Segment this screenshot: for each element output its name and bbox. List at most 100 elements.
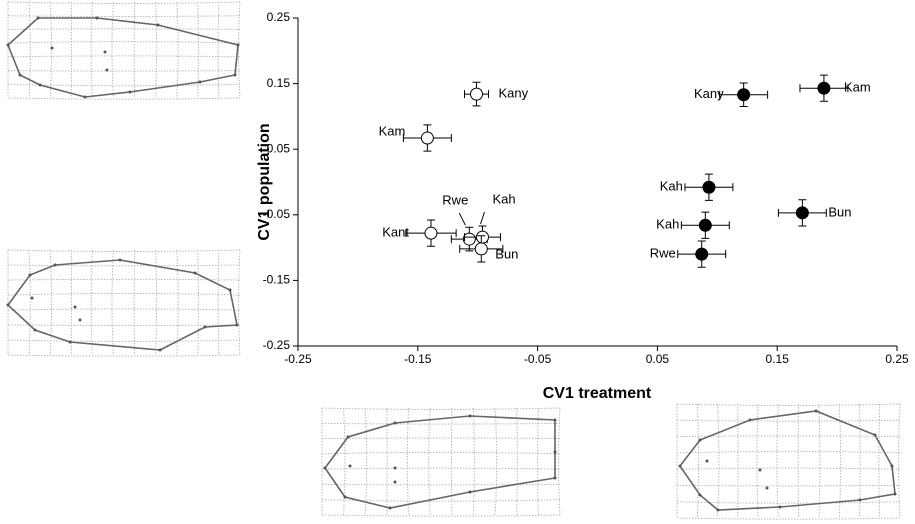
label-leader — [480, 211, 485, 225]
landmark — [103, 50, 107, 54]
landmark — [68, 340, 72, 344]
x-tick-label: 0.25 — [885, 352, 909, 366]
grid-warp-line — [217, 1, 220, 99]
point — [698, 218, 712, 232]
point — [424, 226, 438, 240]
y-tick-label: 0.05 — [267, 141, 291, 155]
grid-warp-line — [7, 41, 241, 44]
grid-warp-line — [7, 249, 241, 252]
landmark — [128, 90, 132, 94]
point — [420, 131, 434, 145]
grid-warp-line — [7, 339, 241, 342]
landmark — [468, 414, 472, 418]
landmark — [346, 435, 350, 439]
landmark — [33, 328, 37, 332]
landmark — [814, 409, 818, 413]
landmark — [158, 348, 162, 352]
point — [795, 206, 809, 220]
grid-warp-line — [7, 15, 241, 18]
grid-warp-line — [7, 293, 241, 296]
landmark — [228, 288, 232, 292]
landmark — [778, 505, 782, 509]
grid-warp-line — [176, 1, 179, 99]
grid-warp-line — [7, 264, 241, 267]
grid-warp-line — [676, 517, 901, 520]
grid-warp-line — [756, 403, 759, 519]
landmark — [468, 490, 472, 494]
grid-warp-line — [90, 1, 93, 99]
shape-outline — [6, 259, 238, 351]
point — [475, 230, 489, 244]
landmark — [105, 68, 109, 72]
grid-warp-line — [676, 435, 901, 438]
y-axis-title: CV1 population — [256, 123, 273, 240]
landmark — [698, 438, 702, 442]
landmark — [6, 43, 10, 47]
landmark — [236, 43, 240, 47]
point — [737, 88, 751, 102]
grid-warp-line — [898, 403, 901, 519]
grid-warp-line — [7, 308, 241, 311]
landmark — [393, 421, 397, 425]
landmark — [748, 418, 752, 422]
grid-warp-line — [676, 450, 901, 454]
error-bars — [677, 240, 727, 268]
landmark — [553, 450, 557, 454]
point-label: Rwe — [650, 246, 676, 261]
grid-warp-line — [197, 1, 199, 99]
grid-warp-line — [238, 249, 241, 356]
landmark — [388, 506, 392, 510]
point-label: Kant — [382, 225, 409, 240]
landmark — [393, 480, 397, 484]
landmark — [235, 323, 239, 327]
grid-warp-line — [7, 278, 241, 281]
landmark — [28, 273, 32, 277]
grid-warp-line — [717, 403, 720, 519]
grid-warp-line — [155, 1, 158, 99]
landmark — [198, 80, 202, 84]
deformation-grid — [6, 249, 241, 357]
grid-warp-line — [676, 467, 901, 470]
landmark — [193, 271, 197, 275]
grid-warp-line — [818, 403, 821, 519]
point — [817, 81, 831, 95]
point-label: Kah — [492, 192, 515, 207]
grid-warp-line — [676, 419, 901, 422]
grid-warp-line — [558, 407, 561, 516]
landmark — [893, 492, 897, 496]
grid-warp-line — [676, 403, 901, 406]
landmark — [203, 325, 207, 329]
grid-warp-line — [28, 1, 31, 99]
landmark — [18, 73, 22, 77]
grid-warp-line — [406, 407, 410, 516]
landmark — [118, 258, 122, 262]
shape-outline — [7, 17, 239, 98]
landmark — [393, 466, 397, 470]
point — [470, 87, 484, 101]
x-tick-label: 0.15 — [766, 352, 790, 366]
grid-warp-line — [696, 403, 700, 519]
landmark — [6, 303, 10, 307]
x-axis-title: CV1 treatment — [543, 385, 652, 402]
landmark — [73, 305, 77, 309]
grid-warp-line — [28, 249, 31, 356]
landmark — [758, 468, 762, 472]
x-tick-label: -0.15 — [404, 352, 432, 366]
grid-warp-line — [676, 501, 901, 504]
grid-warp-line — [321, 499, 561, 502]
y-tick-label: -0.25 — [263, 338, 291, 352]
grid-warp-line — [155, 249, 158, 356]
landmark — [553, 418, 557, 422]
grid-warp-line — [7, 55, 241, 58]
grid-warp-line — [7, 1, 241, 4]
grid-warp-line — [111, 1, 114, 99]
grid-warp-line — [49, 249, 53, 356]
shape-outline — [324, 415, 556, 509]
grid-warp-line — [321, 437, 561, 440]
x-tick-label: 0.05 — [646, 352, 670, 366]
x-tick-label: -0.05 — [524, 352, 552, 366]
grid-warp-line — [472, 407, 475, 516]
landmark — [38, 83, 42, 87]
landmark — [858, 498, 862, 502]
landmark — [36, 16, 40, 20]
